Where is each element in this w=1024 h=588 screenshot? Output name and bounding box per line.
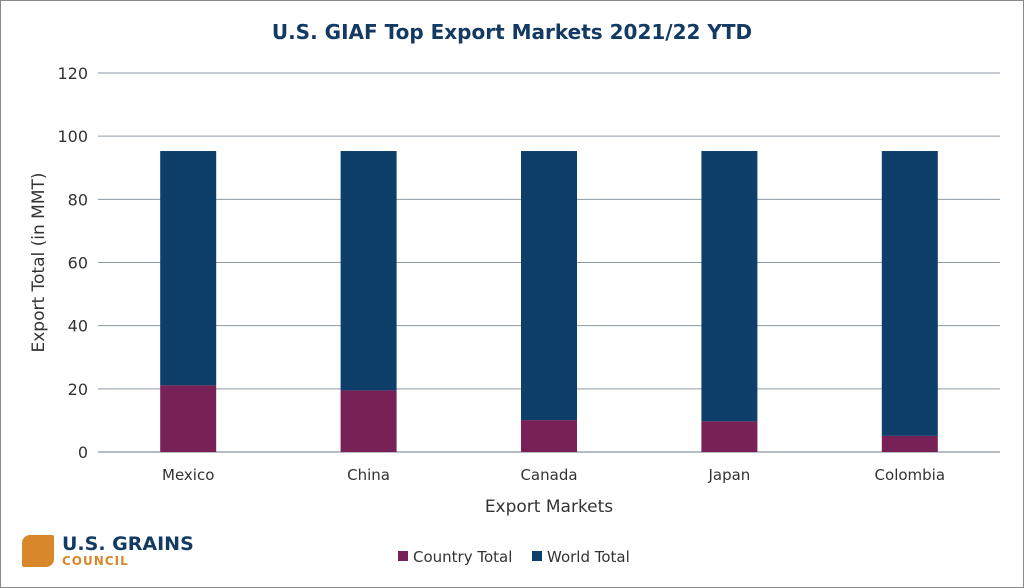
x-tick-label: China: [347, 466, 390, 484]
bar-country-total: [521, 420, 577, 452]
logo-line1: U.S. GRAINS: [62, 533, 194, 555]
y-tick-label: 100: [57, 127, 88, 146]
legend-label: Country Total: [413, 548, 512, 566]
bar-country-total: [160, 385, 217, 452]
bar-world-total: [340, 151, 397, 391]
y-tick-label: 80: [68, 190, 88, 209]
y-tick-label: 40: [68, 317, 88, 336]
grain-logo-icon: [22, 535, 54, 567]
x-tick-label: Canada: [520, 466, 577, 484]
x-tick-label: Japan: [707, 466, 750, 484]
bar-country-total: [701, 421, 758, 452]
logo: U.S. GRAINS COUNCIL: [22, 534, 194, 568]
legend-swatch: [532, 551, 542, 561]
bar-country-total: [340, 390, 397, 452]
bar-world-total: [701, 151, 758, 422]
y-tick-label: 120: [57, 64, 88, 83]
legend-label: World Total: [547, 548, 630, 566]
logo-line2: COUNCIL: [62, 554, 129, 568]
y-tick-label: 60: [68, 254, 88, 273]
bar-world-total: [160, 151, 217, 386]
x-tick-label: Colombia: [875, 466, 946, 484]
chart-title: U.S. GIAF Top Export Markets 2021/22 YTD: [271, 20, 753, 44]
bar-country-total: [881, 435, 938, 452]
y-tick-label: 20: [68, 380, 88, 399]
y-tick-label: 0: [78, 443, 88, 462]
bar-world-total: [521, 151, 577, 421]
y-axis-label: Export Total (in MMT): [29, 172, 49, 352]
legend-swatch: [398, 551, 408, 561]
bar-world-total: [881, 151, 938, 436]
x-axis-label: Export Markets: [485, 497, 613, 517]
x-tick-label: Mexico: [162, 466, 214, 484]
